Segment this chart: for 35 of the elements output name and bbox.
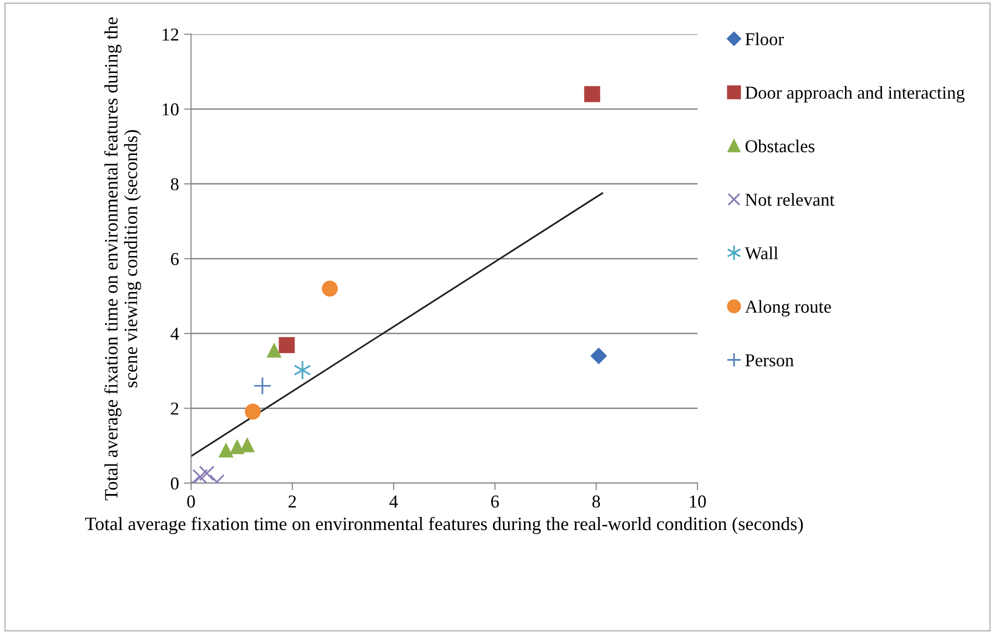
x-tick-label: 6 (491, 495, 499, 508)
point (294, 360, 312, 380)
point (590, 348, 607, 364)
point (198, 466, 215, 482)
point (278, 337, 295, 354)
point (253, 376, 272, 396)
x-tick-label: 2 (288, 495, 296, 508)
point (218, 442, 234, 458)
legend-label: Door approach and interacting (745, 86, 965, 103)
y-tick-label: 0 (170, 477, 179, 490)
x-tick-label: 8 (592, 495, 600, 508)
point (266, 343, 282, 358)
y-tick-label: 2 (171, 402, 178, 415)
y-tick-label: 6 (170, 252, 179, 266)
y-tick-label: 10 (162, 103, 179, 116)
point (192, 468, 208, 484)
point (244, 404, 261, 420)
legend-label: Person (745, 354, 794, 366)
y-axis-title: Total average fixation time on environmental features during the scene viewing condition (seconds) (104, 17, 142, 500)
point (230, 440, 244, 454)
legend-label: Along route (745, 300, 831, 317)
point (322, 280, 338, 297)
y-tick-label: 4 (170, 328, 179, 340)
y-tick-label: 12 (162, 28, 178, 40)
point (584, 86, 600, 102)
legend-label: Floor (745, 32, 784, 46)
x-tick-label: 10 (690, 495, 706, 508)
y-tick-label: 8 (170, 178, 179, 190)
x-tick-label: 0 (187, 495, 195, 508)
point (240, 438, 255, 452)
legend-label: Not relevant (745, 193, 834, 206)
x-axis-title: Total average fixation time on environmental features during the real-world condition (seconds) (85, 516, 803, 534)
legend-label: Obstacles (746, 140, 814, 152)
legend-label: Wall (744, 246, 778, 260)
x-tick-label: 4 (389, 496, 398, 508)
